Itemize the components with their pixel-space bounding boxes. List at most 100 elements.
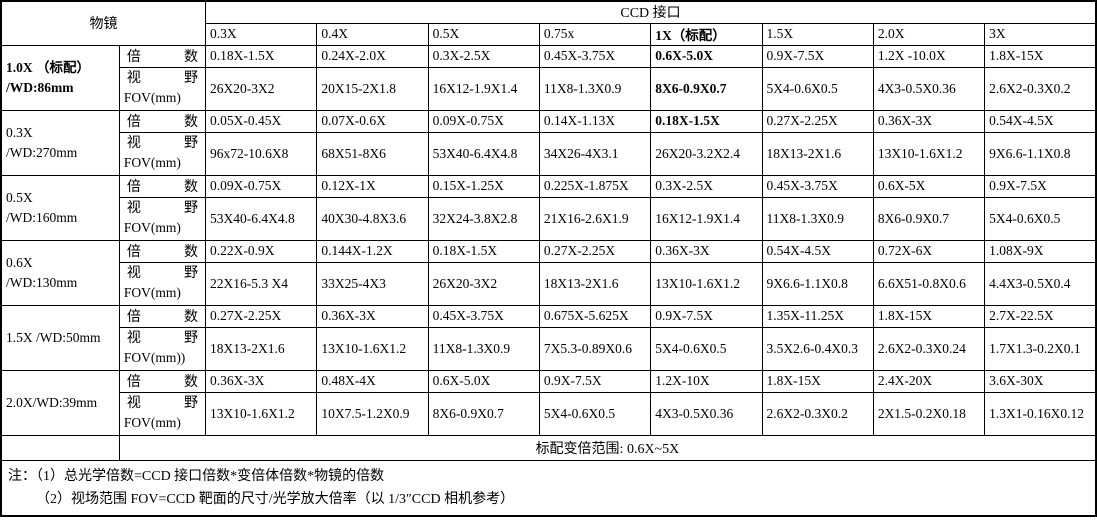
mag-label-char: 倍	[126, 245, 141, 260]
magnification-cell: 0.144X-1.2X	[316, 239, 429, 263]
magnification-cell: 2.7X-22.5X	[984, 304, 1097, 328]
magnification-row-label: 倍数	[118, 239, 207, 263]
mag-label-char: 数	[184, 50, 199, 65]
fov-label-char: 视	[126, 265, 141, 281]
magnification-cell: 0.6X-5X	[872, 174, 986, 198]
ccd-column-header-0.5x: 0.5X	[427, 22, 540, 46]
fov-cell: 11X8-1.3X0.9	[427, 326, 540, 371]
fov-cell: 9X6.6-1.1X0.8	[761, 261, 874, 306]
fov-cell: 10X7.5-1.2X0.9	[316, 391, 429, 436]
magnification-cell: 0.12X-1X	[316, 174, 429, 198]
header-row-2: 0.3X 0.4X 0.5X 0.75x 1X（标配） 1.5X 2.0X 3X	[1, 22, 1097, 46]
table-row: 2.0X/WD:39mm 倍数 0.36X-3X 0.48X-4X 0.6X-5…	[0, 369, 1097, 436]
magnification-cell: 0.675X-5.625X	[538, 304, 652, 328]
magnification-cell: 2.4X-20X	[872, 369, 986, 393]
magnification-cell: 0.225X-1.875X	[538, 174, 652, 198]
objective-label-1.0x: 1.0X （标配） /WD:86mm	[0, 44, 120, 111]
note-line-1: 注：（1）总光学倍数=CCD 接口倍数*变倍体倍数*物镜的倍数	[8, 468, 385, 484]
mag-label-char: 倍	[126, 310, 141, 325]
note-line-2: （2）视场范围 FOV=CCD 靶面的尺寸/光学放大倍率（以 1/3″CCD 相…	[36, 491, 515, 507]
fov-cell: 4.4X3-0.5X0.4	[984, 261, 1097, 306]
objective-wd: /WD:130mm	[6, 274, 78, 290]
fov-cell: 21X16-2.6X1.9	[538, 196, 652, 241]
fov-cell: 5X4-0.6X0.5	[761, 66, 874, 111]
objective-name: 1.5X /WD:50mm	[6, 329, 101, 345]
fov-label-char: 野	[184, 200, 199, 216]
fov-label-char: 野	[184, 70, 199, 86]
fov-cell: 18X13-2X1.6	[761, 131, 874, 176]
fov-unit-label: FOV(mm)	[123, 89, 181, 105]
fov-cell: 32X24-3.8X2.8	[427, 196, 540, 241]
table-row: 视 野 FOV(mm) 26X20-3X2 20X15-2X1.8 16X12-1…	[1, 66, 1097, 111]
magnification-cell: 0.18X-1.5X	[205, 44, 318, 68]
fov-cell: 8X6-0.9X0.7	[650, 66, 763, 111]
fov-cell: 26X20-3X2	[427, 261, 540, 306]
table-row: 视 野 FOV(mm) 53X40-6.4X4.8 40X30-4.8X3.6 3…	[1, 196, 1097, 241]
magnification-cell: 0.3X-2.5X	[650, 174, 763, 198]
magnification-row-label: 倍数	[118, 174, 207, 198]
fov-cell: 16X12-1.9X1.4	[650, 196, 763, 241]
magnification-cell: 0.3X-2.5X	[427, 44, 540, 68]
ccd-column-header-2.0x: 2.0X	[872, 22, 986, 46]
fov-cell: 13X10-1.6X1.2	[205, 391, 318, 436]
mag-label-char: 倍	[126, 180, 141, 195]
fov-cell: 2X1.5-0.2X0.18	[872, 391, 986, 436]
fov-cell: 11X8-1.3X0.9	[538, 66, 652, 111]
mag-label-char: 倍	[126, 50, 141, 65]
magnification-cell: 1.08X-9X	[984, 239, 1097, 263]
fov-row-label: 视 野 FOV(mm)	[118, 196, 207, 241]
fov-cell: 4X3-0.5X0.36	[872, 66, 986, 111]
fov-cell: 2.6X2-0.3X0.2	[761, 391, 874, 436]
magnification-cell: 3.6X-30X	[984, 369, 1097, 393]
fov-label-char: 视	[126, 330, 141, 346]
magnification-cell: 0.9X-7.5X	[538, 369, 652, 393]
mag-label-char: 倍	[126, 375, 141, 390]
fov-row-label: 视 野 FOV(mm)	[118, 131, 207, 176]
ccd-column-header-0.4x: 0.4X	[316, 22, 429, 46]
objective-name: 0.6X	[6, 254, 33, 270]
fov-label-char: 视	[126, 135, 141, 151]
ccd-interface-header: CCD 接口	[205, 0, 1097, 24]
magnification-cell: 1.8X-15X	[761, 369, 874, 393]
objective-name: 0.3X	[6, 124, 33, 140]
fov-label-char: 野	[184, 135, 199, 151]
objective-name: 1.0X （标配）	[6, 59, 90, 75]
objective-name: 0.5X	[6, 189, 33, 205]
magnification-cell: 0.54X-4.5X	[984, 109, 1097, 133]
objective-header: 物镜	[0, 0, 207, 46]
magnification-cell: 0.09X-0.75X	[427, 109, 540, 133]
magnification-cell: 0.9X-7.5X	[984, 174, 1097, 198]
fov-unit-label: FOV(mm)	[123, 284, 181, 300]
magnification-cell: 0.07X-0.6X	[316, 109, 429, 133]
magnification-cell: 0.14X-1.13X	[538, 109, 652, 133]
table-row: 1.5X /WD:50mm 倍数 0.27X-2.25X 0.36X-3X 0.…	[0, 304, 1097, 371]
ccd-column-header-1.5x: 1.5X	[761, 22, 874, 46]
fov-label-char: 野	[184, 395, 199, 411]
fov-cell: 18X13-2X1.6	[538, 261, 652, 306]
magnification-cell: 0.45X-3.75X	[761, 174, 874, 198]
table-row: 0.3X /WD:270mm 倍数 0.05X-0.45X 0.07X-0.6X…	[0, 109, 1097, 176]
mag-label-char: 数	[184, 180, 199, 195]
magnification-cell: 0.36X-3X	[316, 304, 429, 328]
magnification-cell: 0.72X-6X	[872, 239, 986, 263]
magnification-row-label: 倍数	[118, 369, 207, 393]
magnification-cell: 0.6X-5.0X	[427, 369, 540, 393]
magnification-cell: 0.45X-3.75X	[538, 44, 652, 68]
fov-cell: 2.6X2-0.3X0.24	[872, 326, 986, 371]
fov-cell: 13X10-1.6X1.2	[872, 131, 986, 176]
table-row: 视 野 FOV(mm) 96x72-10.6X8 68X51-8X6 53X40-…	[1, 131, 1097, 176]
magnification-cell: 0.36X-3X	[205, 369, 318, 393]
objective-label-1.5x: 1.5X /WD:50mm	[0, 304, 120, 371]
fov-cell: 3.5X2.6-0.4X0.3	[761, 326, 874, 371]
ccd-column-header-3x: 3X	[984, 22, 1097, 46]
fov-cell: 2.6X2-0.3X0.2	[984, 66, 1097, 111]
magnification-cell: 0.48X-4X	[316, 369, 429, 393]
fov-cell: 5X4-0.6X0.5	[538, 391, 652, 436]
objective-wd: /WD:160mm	[6, 209, 78, 225]
magnification-cell: 0.05X-0.45X	[205, 109, 318, 133]
fov-label-char: 野	[184, 330, 199, 346]
fov-cell: 40X30-4.8X3.6	[316, 196, 429, 241]
magnification-cell: 0.9X-7.5X	[650, 304, 763, 328]
magnification-cell: 0.09X-0.75X	[205, 174, 318, 198]
